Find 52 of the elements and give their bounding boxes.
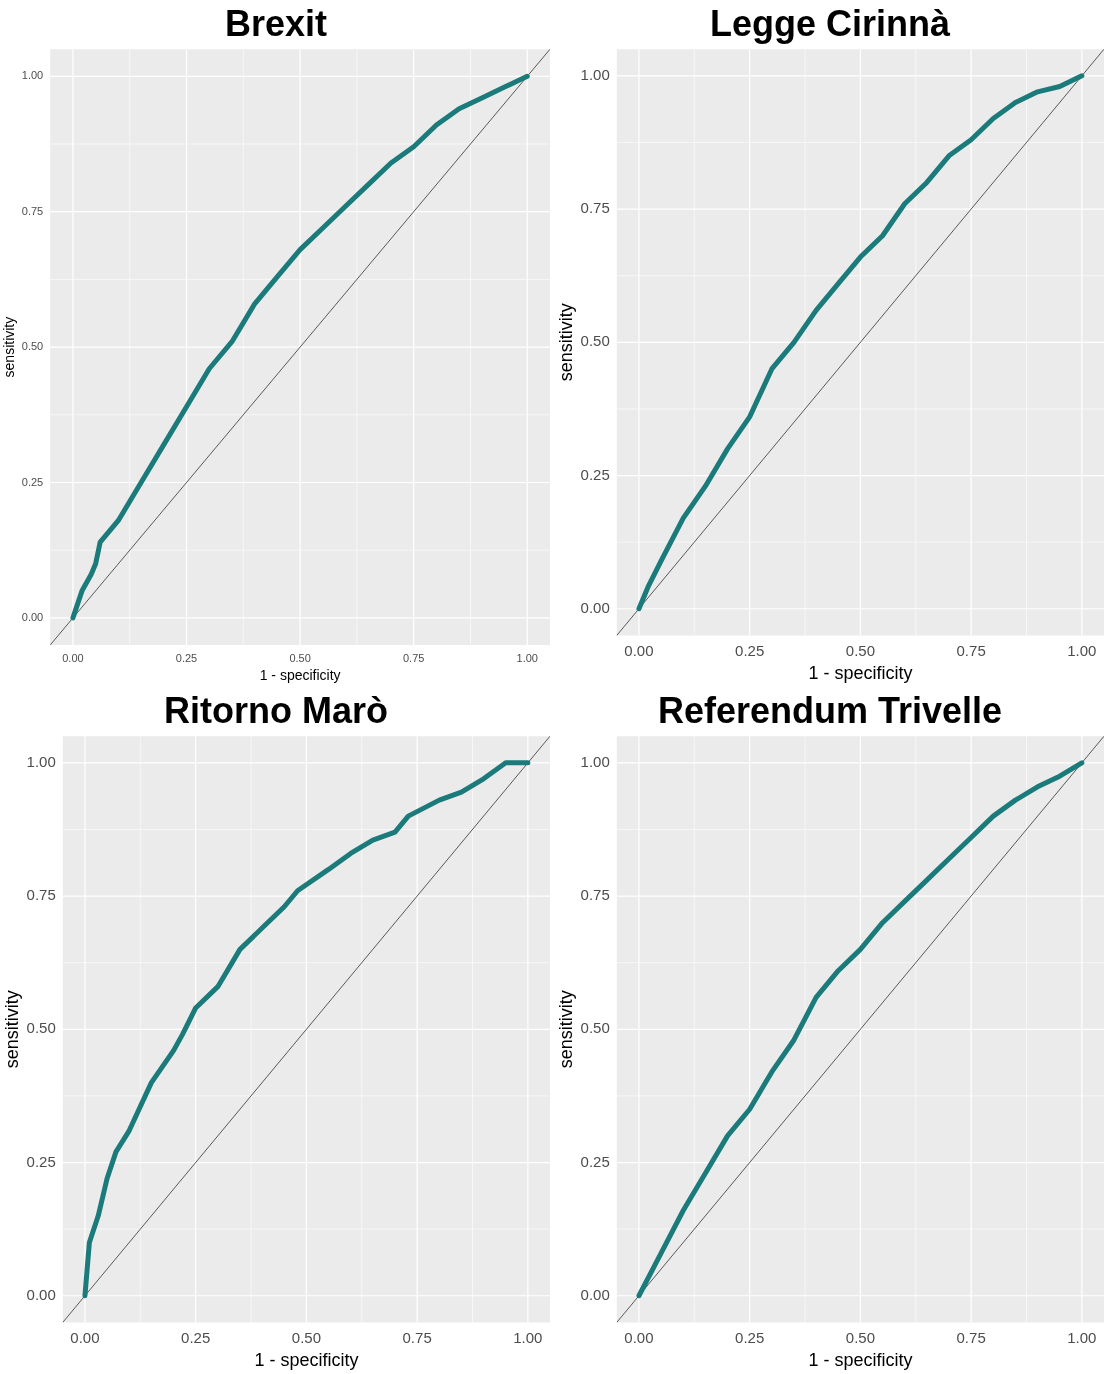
x-tick-label: 0.25 bbox=[175, 651, 198, 664]
y-axis-title: sensitivity bbox=[1, 316, 18, 378]
y-tick-label: 0.00 bbox=[21, 610, 44, 623]
x-tick-label: 0.50 bbox=[845, 1328, 875, 1346]
x-tick-label: 1.00 bbox=[1067, 1328, 1097, 1346]
x-tick-label: 0.00 bbox=[624, 1328, 654, 1346]
x-tick-label: 0.25 bbox=[735, 641, 765, 659]
x-tick-label: 1.00 bbox=[513, 1328, 543, 1346]
y-tick-label: 0.75 bbox=[21, 204, 44, 217]
x-tick-label: 1.00 bbox=[1067, 641, 1097, 659]
x-tick-label: 0.50 bbox=[289, 651, 311, 664]
y-axis-title: sensitivity bbox=[555, 303, 576, 382]
x-tick-label: 0.75 bbox=[956, 641, 986, 659]
y-tick-label: 0.25 bbox=[21, 475, 44, 488]
y-tick-label: 0.75 bbox=[26, 886, 56, 904]
y-tick-label: 0.25 bbox=[580, 465, 610, 483]
x-tick-label: 0.50 bbox=[291, 1328, 321, 1346]
x-tick-label: 1.00 bbox=[516, 651, 538, 664]
y-tick-label: 0.50 bbox=[26, 1019, 56, 1037]
x-tick-label: 0.00 bbox=[624, 641, 654, 659]
x-axis-title: 1 - specificity bbox=[259, 667, 341, 684]
x-tick-label: 0.25 bbox=[735, 1328, 765, 1346]
y-tick-label: 0.75 bbox=[580, 199, 610, 217]
y-tick-label: 1.00 bbox=[580, 752, 610, 770]
y-axis-title: sensitivity bbox=[1, 990, 22, 1069]
y-axis-title: sensitivity bbox=[555, 990, 576, 1069]
y-tick-label: 0.50 bbox=[580, 1019, 610, 1037]
x-tick-label: 0.00 bbox=[62, 651, 84, 664]
y-tick-label: 1.00 bbox=[21, 69, 44, 82]
chart-title: Ritorno Marò bbox=[164, 689, 388, 731]
y-tick-label: 0.50 bbox=[580, 332, 610, 350]
y-tick-label: 0.00 bbox=[580, 1285, 610, 1303]
x-tick-label: 0.25 bbox=[181, 1328, 211, 1346]
y-tick-label: 1.00 bbox=[580, 65, 610, 83]
y-tick-label: 0.25 bbox=[26, 1152, 56, 1170]
x-tick-label: 0.75 bbox=[402, 1328, 432, 1346]
chart-title: Referendum Trivelle bbox=[657, 689, 1003, 731]
x-axis-title: 1 - specificity bbox=[254, 1350, 359, 1371]
x-tick-label: 0.50 bbox=[845, 641, 875, 659]
y-tick-label: 0.50 bbox=[21, 340, 44, 353]
y-tick-label: 1.00 bbox=[26, 752, 56, 770]
chart-title: Legge Cirinnà bbox=[709, 2, 951, 44]
x-axis-title: 1 - specificity bbox=[808, 1350, 913, 1371]
x-tick-label: 0.75 bbox=[956, 1328, 986, 1346]
y-tick-label: 0.75 bbox=[580, 886, 610, 904]
x-axis-title: 1 - specificity bbox=[808, 663, 913, 684]
y-tick-label: 0.00 bbox=[26, 1285, 56, 1303]
chart-title: Brexit bbox=[224, 2, 328, 44]
x-tick-label: 0.00 bbox=[70, 1328, 100, 1346]
y-tick-label: 0.25 bbox=[580, 1152, 610, 1170]
y-tick-label: 0.00 bbox=[580, 598, 610, 616]
x-tick-label: 0.75 bbox=[402, 651, 425, 664]
